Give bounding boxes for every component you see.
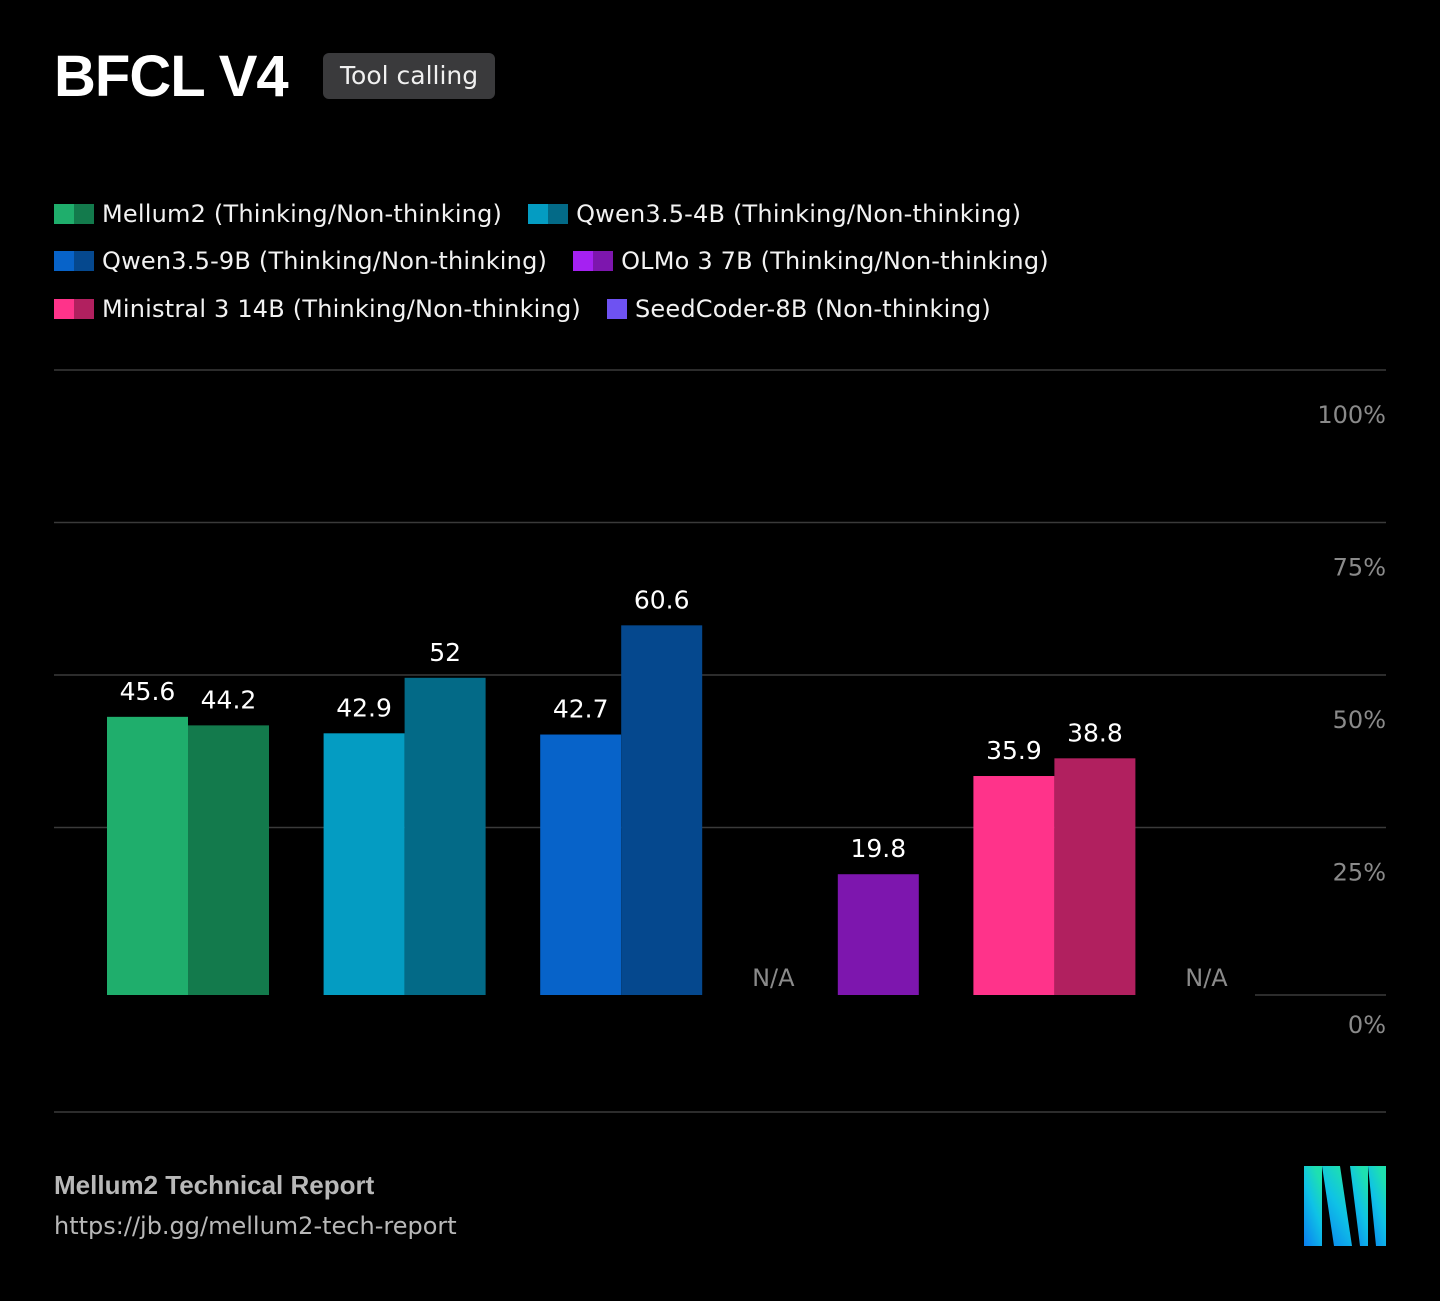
legend-swatch-mellum2 bbox=[54, 203, 94, 224]
legend-label: Qwen3.5-4B (Thinking/Non-thinking) bbox=[576, 199, 1022, 228]
bar-value-label: 42.9 bbox=[336, 693, 392, 722]
bar bbox=[323, 733, 405, 995]
bar bbox=[188, 725, 269, 995]
legend-swatch-olmo bbox=[573, 251, 614, 272]
y-tick-label: 0% bbox=[1348, 1011, 1386, 1039]
category-badge: Tool calling bbox=[323, 53, 496, 99]
bar-value-label: 35.9 bbox=[986, 736, 1042, 765]
y-tick-label: 50% bbox=[1333, 706, 1386, 734]
bar bbox=[621, 625, 703, 995]
legend-label: SeedCoder-8B (Non-thinking) bbox=[634, 294, 991, 323]
legend-item-ministral: Ministral 3 14B (Thinking/Non-thinking) bbox=[54, 295, 581, 323]
y-tick-label: 100% bbox=[1317, 401, 1386, 429]
bar-value-label: 60.6 bbox=[634, 585, 690, 614]
bar bbox=[404, 677, 486, 995]
footer-report-title: Mellum2 Technical Report bbox=[54, 1170, 375, 1200]
legend-swatch-ministral bbox=[54, 298, 94, 319]
bar bbox=[973, 776, 1055, 995]
bar-na-label: N/A bbox=[1185, 964, 1228, 992]
jetbrains-stripes-logo-icon bbox=[1304, 1166, 1386, 1246]
bar-value-label: 38.8 bbox=[1067, 718, 1123, 747]
legend-label: Qwen3.5-9B (Thinking/Non-thinking) bbox=[102, 247, 548, 276]
legend-row: Ministral 3 14B (Thinking/Non-thinking) … bbox=[54, 285, 1394, 333]
footer-report-link[interactable]: https://jb.gg/mellum2-tech-report bbox=[54, 1212, 457, 1240]
bar bbox=[837, 874, 919, 995]
legend-label: OLMo 3 7B (Thinking/Non-thinking) bbox=[621, 247, 1049, 276]
bar-value-label: 44.2 bbox=[201, 685, 257, 714]
legend-row: Qwen3.5-9B (Thinking/Non-thinking) OLMo … bbox=[54, 238, 1394, 286]
chart-legend: Mellum2 (Thinking/Non-thinking) Qwen3.5-… bbox=[54, 190, 1394, 333]
bar-na-label: N/A bbox=[752, 964, 795, 992]
chart-title: BFCL V4 bbox=[54, 44, 289, 109]
bar bbox=[540, 734, 622, 995]
bar-chart: 0% 25% 50% 75% 100% 45.6 44.2 42.9 52 42.7 60.6 N/A… bbox=[54, 369, 1386, 1113]
legend-item-seedcoder: SeedCoder-8B (Non-thinking) bbox=[606, 294, 991, 323]
bar-value-label: 45.6 bbox=[120, 677, 176, 706]
y-tick-label: 75% bbox=[1333, 554, 1386, 582]
legend-label: Mellum2 (Thinking/Non-thinking) bbox=[102, 199, 503, 228]
bar-value-label: 19.8 bbox=[850, 834, 906, 863]
bar-value-label: 52 bbox=[429, 638, 461, 667]
legend-item-mellum2: Mellum2 (Thinking/Non-thinking) bbox=[54, 200, 502, 228]
bar-value-label: 42.7 bbox=[553, 695, 609, 724]
legend-item-qwen-4b: Qwen3.5-4B (Thinking/Non-thinking) bbox=[528, 200, 1021, 228]
legend-row: Mellum2 (Thinking/Non-thinking) Qwen3.5-… bbox=[54, 190, 1394, 238]
legend-swatch-seedcoder bbox=[606, 298, 627, 319]
y-tick-label: 25% bbox=[1333, 859, 1386, 887]
bar bbox=[107, 716, 188, 995]
legend-label: Ministral 3 14B (Thinking/Non-thinking) bbox=[102, 294, 581, 323]
legend-swatch-qwen-4b bbox=[528, 203, 569, 224]
legend-item-qwen-9b: Qwen3.5-9B (Thinking/Non-thinking) bbox=[54, 247, 547, 275]
bar bbox=[1054, 758, 1136, 995]
legend-item-olmo: OLMo 3 7B (Thinking/Non-thinking) bbox=[573, 247, 1049, 275]
legend-swatch-qwen-9b bbox=[54, 251, 94, 272]
